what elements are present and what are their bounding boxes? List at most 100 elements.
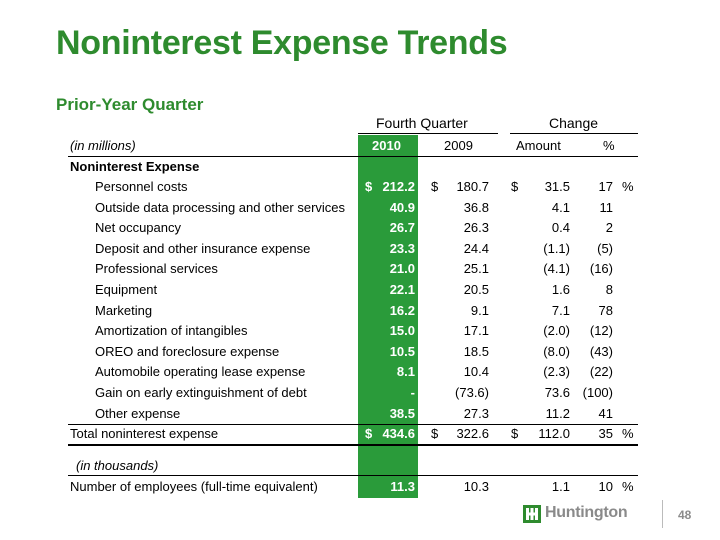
row-value-2010: 10.5	[389, 344, 415, 359]
page-subtitle: Prior-Year Quarter	[56, 95, 204, 114]
row-label: Amortization of intangibles	[95, 323, 248, 338]
employees-amount: 1.1	[551, 479, 570, 494]
row-value-2010: 212.2	[382, 179, 415, 194]
row-percent: 2	[605, 220, 613, 235]
rule-change	[510, 133, 638, 134]
row-value-2010: 40.9	[389, 200, 415, 215]
row-amount: (2.3)	[543, 364, 570, 379]
row-amount: 11.2	[545, 406, 570, 421]
row-percent: 8	[605, 282, 613, 297]
row-percent: (12)	[589, 323, 613, 338]
row-percent: 11	[599, 200, 614, 215]
row-amount: (2.0)	[543, 323, 570, 338]
row-amount: 73.6	[544, 385, 570, 400]
logo-wordmark: Huntington	[545, 504, 628, 521]
row-value-2010: 23.3	[389, 241, 415, 256]
row-value-2009: 24.4	[463, 241, 489, 256]
row-value-2010: -	[410, 385, 415, 400]
highlight-2010-column	[358, 135, 418, 498]
total-label: Total noninterest expense	[70, 426, 219, 441]
total-percent-sign: %	[622, 426, 634, 441]
employees-label: Number of employees (full-time equivalen…	[70, 479, 318, 494]
employees-value-2009: 10.3	[463, 479, 489, 494]
header-2009: 2009	[444, 138, 473, 153]
row-percent: (16)	[589, 261, 613, 276]
units-label: (in millions)	[70, 138, 136, 153]
total-value-2009: 322.6	[456, 426, 489, 441]
row-value-2010: 16.2	[389, 303, 415, 318]
row-percent: (43)	[589, 344, 613, 359]
row-value-2009: 27.3	[463, 406, 489, 421]
row-amount: (1.1)	[543, 241, 570, 256]
total-rule-top	[68, 424, 638, 425]
total-value-2010: 434.6	[382, 426, 415, 441]
row-percent-sign: %	[622, 179, 634, 194]
total-dollar-2009: $	[431, 426, 439, 441]
row-amount: (8.0)	[543, 344, 570, 359]
total-amount: 112.0	[538, 426, 570, 441]
row-amount: 4.1	[551, 200, 570, 215]
row-value-2009: 180.7	[456, 179, 489, 194]
row-amount: 31.5	[544, 179, 570, 194]
row-percent: 41	[598, 406, 613, 421]
total-rule-bottom	[68, 444, 638, 446]
row-value-2009: 17.1	[463, 323, 489, 338]
row-dollar-2009: $	[431, 179, 439, 194]
row-value-2010: 15.0	[389, 323, 415, 338]
footer-divider	[662, 500, 663, 528]
total-dollar-2010: $	[365, 426, 373, 441]
row-percent: (100)	[582, 385, 613, 400]
row-value-2009: 26.3	[463, 220, 489, 235]
row-value-2009: 10.4	[463, 364, 489, 379]
row-value-2010: 38.5	[389, 406, 415, 421]
employees-value-2010: 11.3	[390, 479, 415, 494]
row-amount: 1.6	[551, 282, 570, 297]
row-amount: 0.4	[551, 220, 570, 235]
row-label: Equipment	[95, 282, 158, 297]
row-percent: (22)	[589, 364, 613, 379]
huntington-logo: Huntington	[523, 503, 633, 525]
row-percent: (5)	[597, 241, 613, 256]
thousands-rule	[68, 475, 638, 476]
row-value-2009: 18.5	[463, 344, 489, 359]
total-dollar-amount: $	[511, 426, 519, 441]
row-value-2010: 21.0	[389, 261, 415, 276]
row-label: OREO and foreclosure expense	[95, 344, 280, 359]
employees-percent: 10	[598, 479, 613, 494]
header-2010: 2010	[372, 138, 401, 153]
row-value-2009: 25.1	[463, 261, 489, 276]
row-dollar-amount: $	[511, 179, 519, 194]
row-value-2009: 9.1	[470, 303, 489, 318]
huntington-mark-icon	[523, 505, 541, 523]
total-percent: 35	[598, 426, 613, 441]
row-percent: 78	[598, 303, 613, 318]
row-label: Net occupancy	[95, 220, 181, 235]
header-fourth-quarter: Fourth Quarter	[376, 115, 468, 131]
header-percent: %	[603, 138, 615, 153]
row-value-2009: (73.6)	[455, 385, 489, 400]
section-label: Noninterest Expense	[70, 159, 200, 174]
row-value-2010: 26.7	[389, 220, 415, 235]
row-label: Marketing	[95, 303, 153, 318]
row-label: Deposit and other insurance expense	[95, 241, 311, 256]
row-amount: 7.1	[551, 303, 570, 318]
row-label: Other expense	[95, 406, 181, 421]
employees-percent-sign: %	[622, 479, 634, 494]
row-label: Personnel costs	[95, 179, 188, 194]
row-label: Gain on early extinguishment of debt	[95, 385, 307, 400]
row-value-2010: 8.1	[396, 364, 415, 379]
row-dollar-2010: $	[365, 179, 373, 194]
header-change: Change	[549, 115, 599, 131]
thousands-label: (in thousands)	[76, 458, 159, 473]
header-rule-bottom	[68, 156, 638, 157]
rule-fourth-quarter	[358, 133, 498, 134]
row-value-2009: 36.8	[463, 200, 489, 215]
row-amount: (4.1)	[543, 261, 570, 276]
row-value-2010: 22.1	[389, 282, 415, 297]
row-percent: 17	[598, 179, 613, 194]
page-number: 48	[678, 508, 692, 522]
row-label: Outside data processing and other servic…	[95, 200, 346, 215]
row-value-2009: 20.5	[463, 282, 489, 297]
header-amount: Amount	[516, 138, 561, 153]
page-title: Noninterest Expense Trends	[56, 24, 508, 62]
